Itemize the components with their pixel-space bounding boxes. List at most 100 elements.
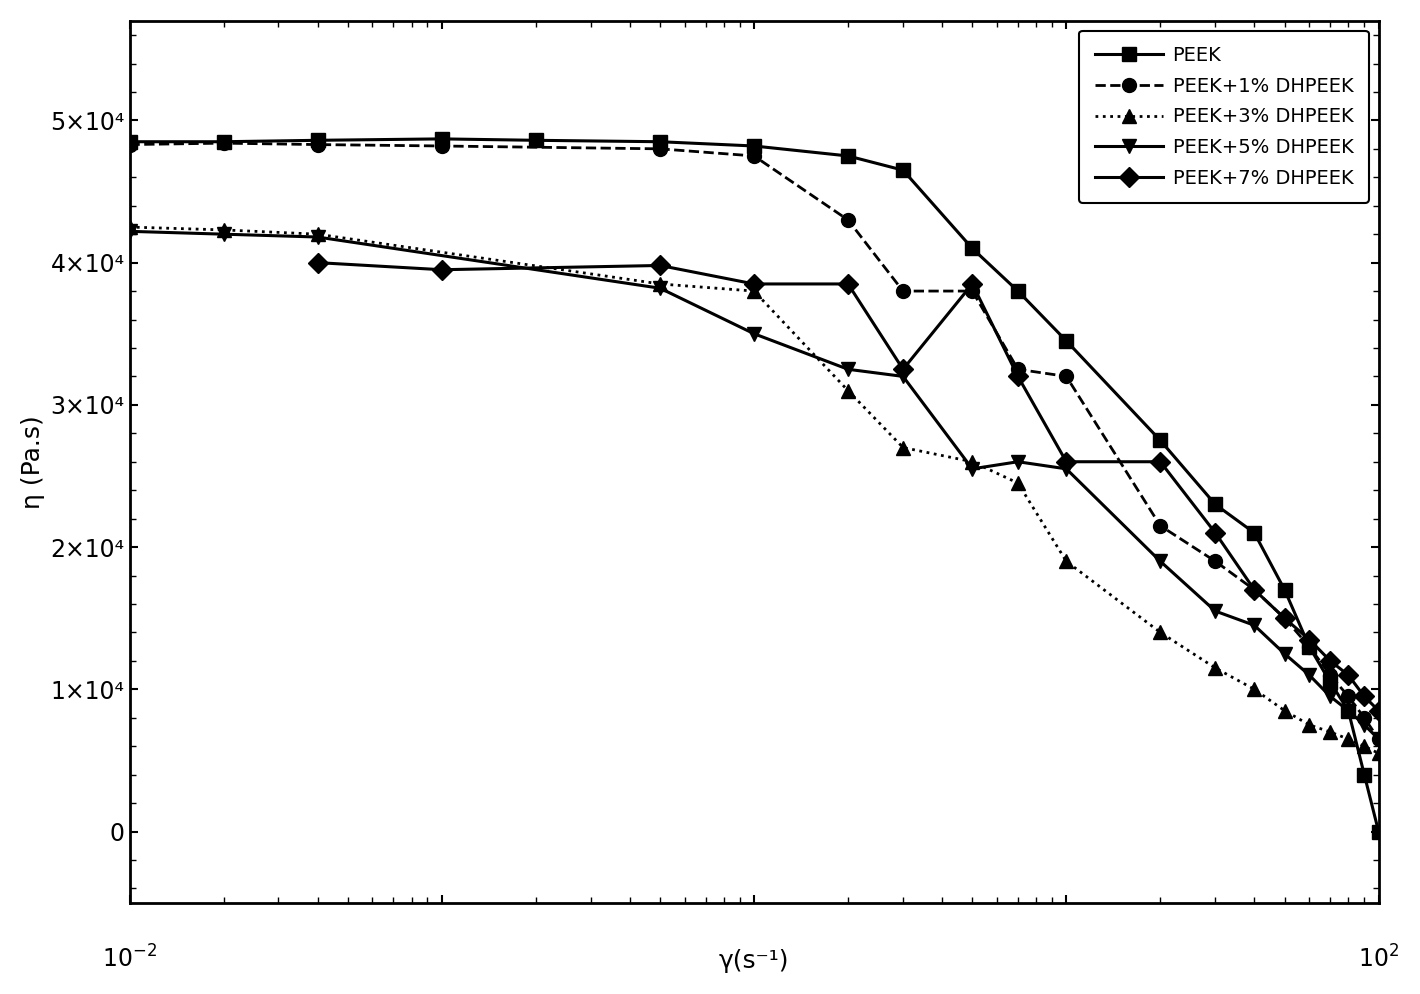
PEEK+3% DHPEEK bbox=[1245, 683, 1262, 695]
Text: $10^2$: $10^2$ bbox=[1358, 945, 1399, 972]
PEEK bbox=[214, 136, 231, 148]
PEEK bbox=[1010, 285, 1027, 297]
PEEK+7% DHPEEK bbox=[1058, 456, 1075, 468]
PEEK+5% DHPEEK bbox=[1356, 719, 1373, 731]
PEEK+7% DHPEEK bbox=[1301, 633, 1318, 645]
PEEK bbox=[964, 243, 981, 254]
PEEK+1% DHPEEK bbox=[433, 140, 450, 152]
PEEK+7% DHPEEK bbox=[1277, 612, 1294, 624]
PEEK+5% DHPEEK bbox=[895, 371, 912, 383]
PEEK+5% DHPEEK bbox=[652, 282, 669, 294]
PEEK+5% DHPEEK bbox=[121, 226, 138, 238]
PEEK+7% DHPEEK bbox=[1207, 527, 1224, 539]
PEEK+5% DHPEEK bbox=[1301, 669, 1318, 681]
PEEK+1% DHPEEK bbox=[652, 143, 669, 155]
PEEK+3% DHPEEK bbox=[895, 441, 912, 453]
PEEK+1% DHPEEK bbox=[1058, 371, 1075, 383]
PEEK+7% DHPEEK bbox=[1245, 583, 1262, 595]
PEEK+1% DHPEEK bbox=[1152, 520, 1169, 532]
PEEK bbox=[746, 140, 763, 152]
PEEK+7% DHPEEK bbox=[433, 263, 450, 275]
PEEK+1% DHPEEK bbox=[1370, 734, 1387, 746]
PEEK+1% DHPEEK bbox=[964, 285, 981, 297]
PEEK+5% DHPEEK bbox=[746, 328, 763, 340]
PEEK+1% DHPEEK bbox=[839, 214, 856, 226]
PEEK+5% DHPEEK bbox=[1340, 705, 1358, 717]
PEEK bbox=[1370, 826, 1387, 838]
Text: $10^{-2}$: $10^{-2}$ bbox=[102, 945, 158, 972]
PEEK bbox=[1245, 527, 1262, 539]
PEEK+3% DHPEEK bbox=[1370, 747, 1387, 759]
PEEK bbox=[527, 134, 544, 146]
Line: PEEK+3% DHPEEK: PEEK+3% DHPEEK bbox=[122, 220, 1386, 760]
PEEK+5% DHPEEK bbox=[214, 229, 231, 241]
PEEK+1% DHPEEK bbox=[214, 137, 231, 149]
PEEK bbox=[1356, 768, 1373, 780]
PEEK+3% DHPEEK bbox=[746, 285, 763, 297]
PEEK+5% DHPEEK bbox=[1010, 456, 1027, 468]
PEEK bbox=[1340, 705, 1358, 717]
PEEK bbox=[1058, 335, 1075, 347]
PEEK bbox=[1301, 641, 1318, 653]
PEEK+7% DHPEEK bbox=[1010, 371, 1027, 383]
PEEK+3% DHPEEK bbox=[1340, 734, 1358, 746]
Line: PEEK+1% DHPEEK: PEEK+1% DHPEEK bbox=[122, 136, 1386, 746]
PEEK+1% DHPEEK bbox=[1010, 364, 1027, 376]
PEEK+7% DHPEEK bbox=[1340, 669, 1358, 681]
PEEK+5% DHPEEK bbox=[1152, 556, 1169, 568]
PEEK+7% DHPEEK bbox=[1322, 655, 1339, 667]
PEEK+7% DHPEEK bbox=[1356, 691, 1373, 703]
PEEK+3% DHPEEK bbox=[1207, 662, 1224, 674]
PEEK+5% DHPEEK bbox=[1245, 619, 1262, 631]
PEEK+5% DHPEEK bbox=[839, 364, 856, 376]
PEEK+7% DHPEEK bbox=[1370, 705, 1387, 717]
PEEK+1% DHPEEK bbox=[1356, 712, 1373, 724]
PEEK+3% DHPEEK bbox=[1277, 705, 1294, 717]
PEEK+3% DHPEEK bbox=[652, 278, 669, 290]
PEEK+3% DHPEEK bbox=[1301, 719, 1318, 731]
PEEK+1% DHPEEK bbox=[895, 285, 912, 297]
PEEK+3% DHPEEK bbox=[1010, 477, 1027, 489]
Line: PEEK+7% DHPEEK: PEEK+7% DHPEEK bbox=[311, 255, 1386, 718]
PEEK+3% DHPEEK bbox=[214, 224, 231, 236]
PEEK+7% DHPEEK bbox=[895, 364, 912, 376]
PEEK+3% DHPEEK bbox=[1322, 726, 1339, 738]
PEEK+3% DHPEEK bbox=[1058, 556, 1075, 568]
PEEK bbox=[121, 136, 138, 148]
PEEK bbox=[652, 136, 669, 148]
PEEK+5% DHPEEK bbox=[310, 231, 327, 243]
PEEK+5% DHPEEK bbox=[1207, 605, 1224, 617]
PEEK+3% DHPEEK bbox=[121, 221, 138, 233]
PEEK bbox=[1207, 498, 1224, 510]
PEEK+7% DHPEEK bbox=[652, 259, 669, 271]
PEEK+1% DHPEEK bbox=[1301, 641, 1318, 653]
X-axis label: γ(s⁻¹): γ(s⁻¹) bbox=[719, 949, 790, 973]
PEEK+1% DHPEEK bbox=[746, 150, 763, 162]
PEEK+1% DHPEEK bbox=[1277, 612, 1294, 624]
PEEK+1% DHPEEK bbox=[121, 138, 138, 150]
PEEK+5% DHPEEK bbox=[964, 463, 981, 475]
PEEK bbox=[1152, 434, 1169, 446]
PEEK bbox=[310, 134, 327, 146]
PEEK bbox=[839, 150, 856, 162]
PEEK+7% DHPEEK bbox=[1152, 456, 1169, 468]
PEEK+5% DHPEEK bbox=[1322, 691, 1339, 703]
PEEK+7% DHPEEK bbox=[964, 278, 981, 290]
PEEK+3% DHPEEK bbox=[1152, 626, 1169, 638]
PEEK+7% DHPEEK bbox=[310, 256, 327, 268]
PEEK+3% DHPEEK bbox=[1356, 741, 1373, 752]
PEEK+7% DHPEEK bbox=[746, 278, 763, 290]
Legend: PEEK, PEEK+1% DHPEEK, PEEK+3% DHPEEK, PEEK+5% DHPEEK, PEEK+7% DHPEEK: PEEK, PEEK+1% DHPEEK, PEEK+3% DHPEEK, PE… bbox=[1079, 31, 1369, 204]
PEEK+3% DHPEEK bbox=[964, 456, 981, 468]
PEEK+1% DHPEEK bbox=[1322, 669, 1339, 681]
PEEK+7% DHPEEK bbox=[839, 278, 856, 290]
PEEK bbox=[1322, 676, 1339, 688]
PEEK+5% DHPEEK bbox=[1277, 648, 1294, 660]
PEEK bbox=[433, 133, 450, 145]
Y-axis label: η (Pa.s): η (Pa.s) bbox=[21, 414, 45, 509]
PEEK+1% DHPEEK bbox=[1245, 583, 1262, 595]
PEEK+3% DHPEEK bbox=[839, 385, 856, 397]
PEEK+5% DHPEEK bbox=[1370, 734, 1387, 746]
PEEK+1% DHPEEK bbox=[310, 138, 327, 150]
PEEK bbox=[1277, 583, 1294, 595]
